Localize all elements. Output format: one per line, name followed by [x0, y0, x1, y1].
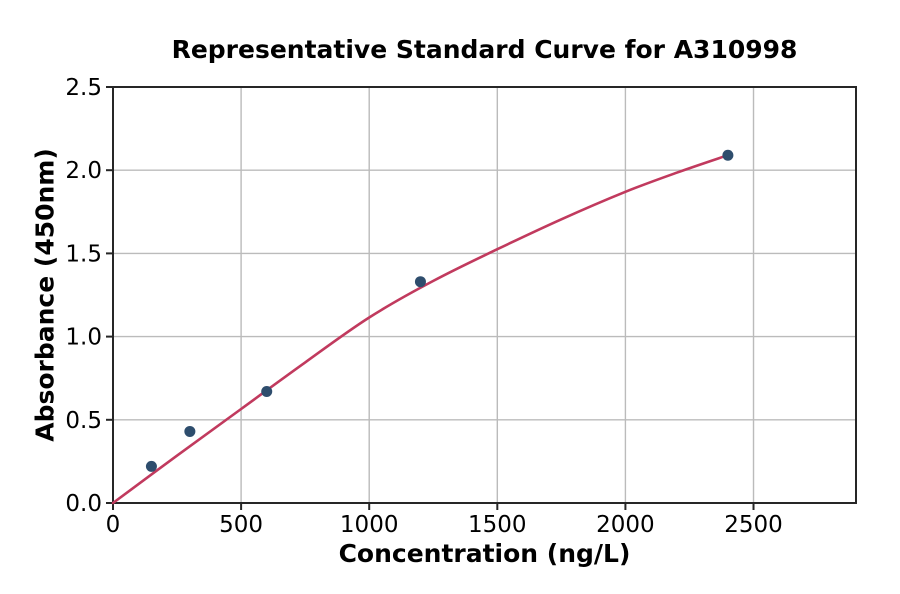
y-tick-label: 1.5	[65, 241, 102, 267]
x-tick-label: 500	[219, 512, 263, 538]
x-tick-label: 2000	[596, 512, 655, 538]
data-point	[145, 460, 157, 472]
y-tick-label: 0.5	[65, 408, 102, 434]
x-tick-label: 0	[106, 512, 121, 538]
data-point	[184, 425, 196, 437]
x-tick-label: 2500	[724, 512, 783, 538]
data-point	[414, 276, 426, 288]
y-tick-label: 0.0	[65, 491, 102, 517]
data-point	[722, 149, 734, 161]
y-axis-label: Absorbance (450nm)	[30, 148, 60, 442]
x-axis-ticks: 0 500 1000 1500 2000 2500	[106, 503, 783, 538]
x-axis-label: Concentration (ng/L)	[338, 539, 631, 568]
y-axis-ticks: 0.0 0.5 1.0 1.5 2.0 2.5	[65, 75, 113, 517]
x-tick-label: 1000	[340, 512, 399, 538]
plot-border	[112, 86, 857, 504]
gridlines	[112, 86, 856, 504]
data-points	[145, 149, 734, 472]
fit-curve-line	[111, 153, 730, 505]
chart-title: Representative Standard Curve for A31099…	[171, 35, 798, 64]
y-tick-label: 2.5	[65, 75, 102, 101]
y-tick-label: 1.0	[65, 325, 102, 351]
data-point	[261, 386, 273, 398]
y-tick-label: 2.0	[65, 158, 102, 184]
x-tick-label: 1500	[468, 512, 527, 538]
